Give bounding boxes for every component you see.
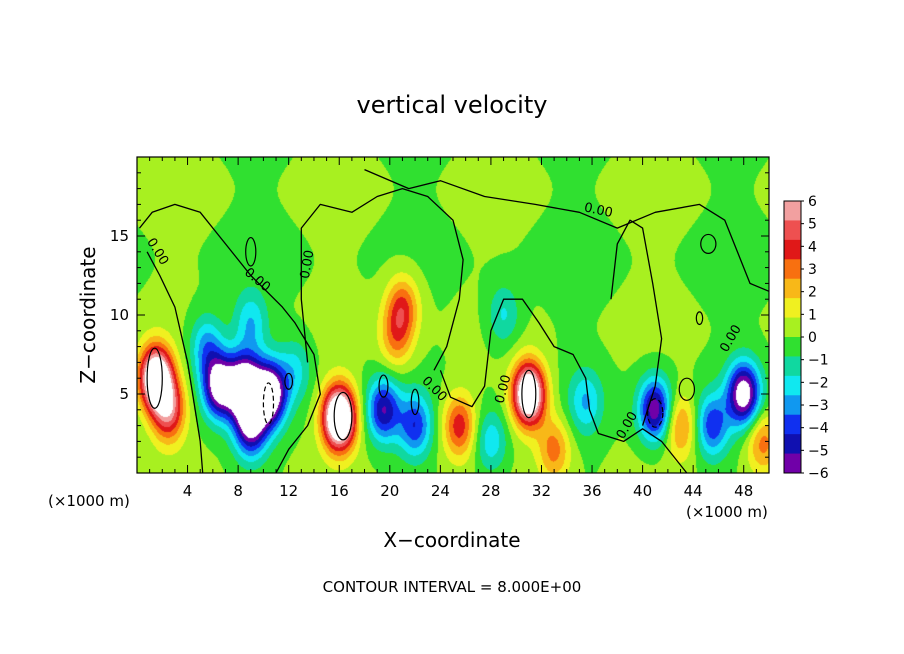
closed-contour (146, 347, 163, 409)
colorbar-swatch (784, 434, 801, 455)
x-tick-label: 36 (582, 482, 601, 500)
closed-contour (695, 311, 704, 326)
zero-contour (146, 251, 204, 474)
x-axis-label: X−coordinate (383, 528, 520, 552)
colorbar-swatch (784, 220, 801, 241)
x-tick-label: 44 (684, 482, 703, 500)
closed-contour (245, 236, 257, 267)
closed-contour (284, 372, 294, 390)
zero-contour (300, 187, 464, 371)
colorbar-label: −3 (808, 398, 829, 414)
colorbar-label: 1 (808, 307, 817, 323)
x-tick-label: 20 (380, 482, 399, 500)
y-axis-ticks: 5 10 15 (110, 172, 769, 458)
x-tick-label: 16 (330, 482, 349, 500)
y-tick-label: 15 (110, 227, 129, 245)
colorbar: 6 5 4 3 2 1 0 −1 −2 −3 −4 −5 −6 (783, 194, 829, 482)
contour-label: 0.00 (583, 200, 614, 221)
closed-contour (521, 369, 537, 419)
y-tick-label: 10 (110, 306, 129, 324)
closed-contour (410, 388, 420, 416)
x-unit-right: (×1000 m) (686, 503, 768, 521)
colorbar-swatch (784, 414, 801, 435)
plot-area: 0.000.000.000.000.00 0.000.000.00 (136, 156, 770, 474)
colorbar-label: −1 (808, 353, 829, 369)
negative-contour (262, 382, 275, 425)
colorbar-swatch (784, 356, 801, 377)
contour-label: 0.00 (493, 373, 515, 405)
colorbar-label: −5 (808, 443, 829, 459)
colorbar-swatch (784, 453, 801, 474)
x-tick-label: 4 (183, 482, 193, 500)
closed-contour (378, 374, 389, 398)
colorbar-label: 2 (808, 285, 817, 301)
x-tick-label: 8 (233, 482, 243, 500)
colorbar-swatch (784, 298, 801, 319)
colorbar-label: 4 (808, 239, 817, 255)
chart-title: vertical velocity (357, 91, 548, 119)
colorbar-label: 5 (808, 217, 817, 233)
colorbar-swatch (784, 317, 801, 338)
field-raster (137, 157, 769, 473)
closed-contour (333, 391, 353, 441)
colorbar-swatch (784, 395, 801, 416)
closed-contour (678, 377, 696, 401)
x-tick-label: 48 (734, 482, 753, 500)
closed-contour (700, 233, 717, 254)
x-tick-label: 28 (481, 482, 500, 500)
colorbar-swatch (784, 201, 801, 221)
colorbar-swatch (784, 259, 801, 280)
x-unit-left: (×1000 m) (48, 492, 130, 510)
zero-contour (364, 169, 770, 292)
zero-contour (138, 203, 321, 474)
x-tick-label: 12 (279, 482, 298, 500)
colorbar-label: −2 (808, 375, 829, 391)
colorbar-swatch (784, 239, 801, 260)
x-tick-label: 40 (633, 482, 652, 500)
colorbar-label: 6 (808, 194, 817, 210)
contour-lines (138, 169, 770, 474)
contour-label: 0.00 (298, 249, 318, 280)
x-axis-ticks: 4 8 12 16 20 24 28 32 36 40 44 48 (149, 157, 757, 500)
x-tick-label: 32 (532, 482, 551, 500)
colorbar-label: 3 (808, 262, 817, 278)
y-tick-label: 5 (119, 385, 129, 403)
contour-interval-note: CONTOUR INTERVAL = 8.000E+00 (323, 578, 582, 596)
x-tick-label: 24 (431, 482, 450, 500)
colorbar-swatch (784, 375, 801, 396)
negative-contour (647, 398, 664, 428)
zero-contour (610, 219, 663, 426)
colorbar-label: −4 (808, 421, 829, 437)
colorbar-label: −6 (808, 466, 829, 482)
colorbar-swatch (784, 278, 801, 299)
colorbar-swatch (784, 337, 801, 357)
colorbar-label: 0 (808, 330, 817, 346)
y-axis-label: Z−coordinate (76, 246, 100, 383)
zero-contour (439, 298, 688, 474)
